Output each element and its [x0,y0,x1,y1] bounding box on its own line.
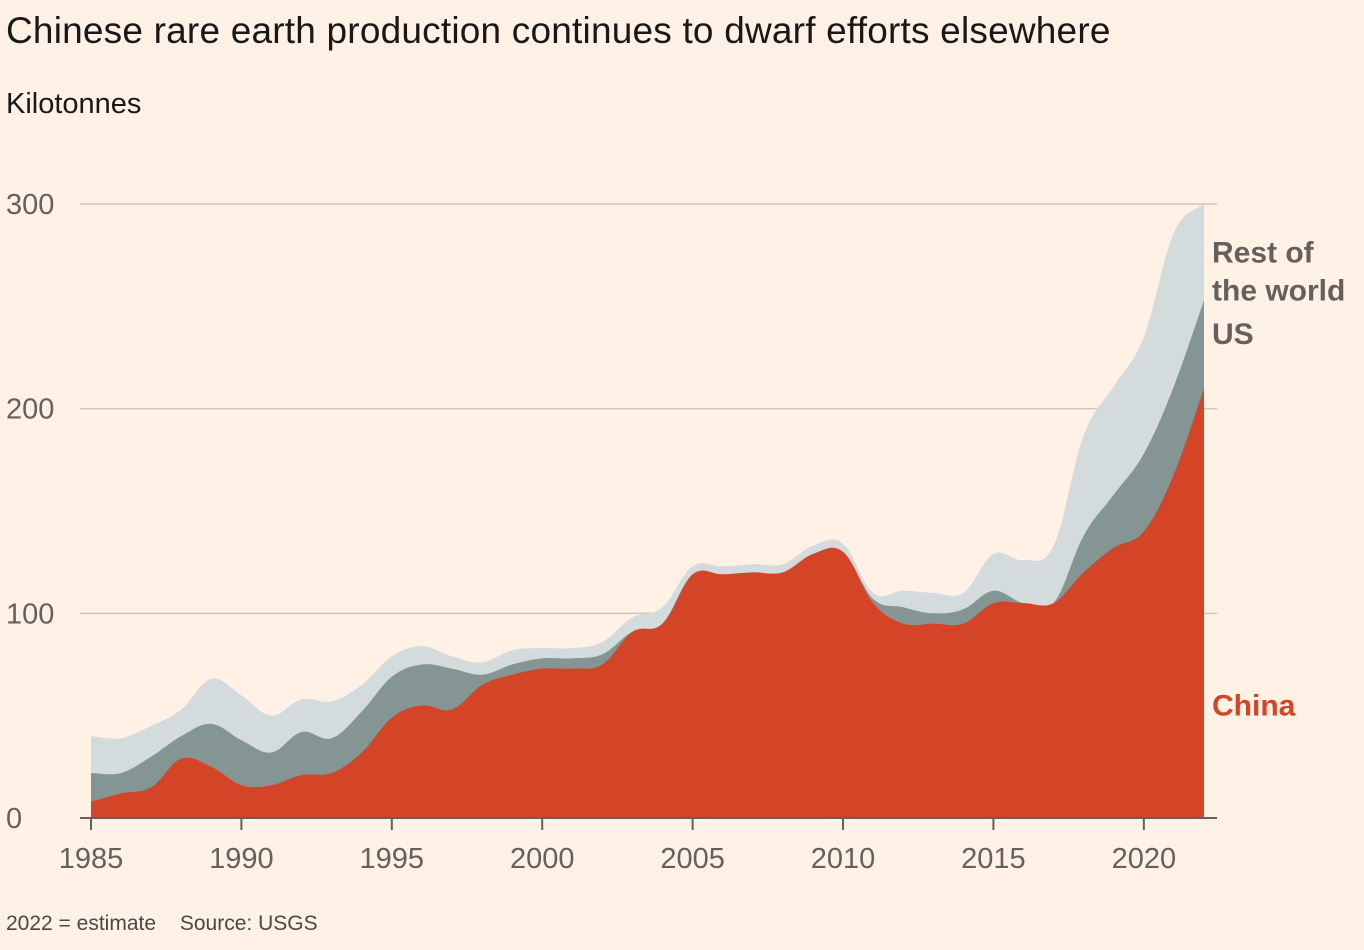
x-tick-label-2020: 2020 [1112,843,1177,875]
x-tick-label-1990: 1990 [209,843,274,875]
footer-source: Source: USGS [179,912,318,935]
y-tick-label-300: 300 [6,189,54,221]
chart-title: Chinese rare earth production continues … [6,10,1111,51]
series-label-rest-line-1: Rest of [1212,237,1315,270]
series-label-china: China [1212,689,1296,722]
y-tick-label-100: 100 [6,598,54,630]
x-tick-label-1995: 1995 [360,843,425,875]
axes: 0 100 200 300 1985 1990 1995 2000 2005 2010 2015 20… [6,189,1217,875]
gridlines [80,203,1217,615]
series-label-us: US [1212,318,1254,351]
y-tick-label-200: 200 [6,394,54,426]
area-china [91,388,1204,818]
x-tick-label-2005: 2005 [660,843,725,875]
y-tick-label-0: 0 [6,803,22,835]
chart-footer: 2022 = estimate Source: USGS [6,912,318,936]
areas [91,204,1204,818]
footer-note: 2022 = estimate [6,912,157,935]
series-labels: China US Rest of the world [1212,237,1345,723]
chart-subtitle: Kilotonnes [6,88,142,120]
x-tick-label-2015: 2015 [961,843,1026,875]
x-tick-label-2010: 2010 [811,843,876,875]
x-tick-label-1985: 1985 [59,843,124,875]
x-tick-label-2000: 2000 [510,843,575,875]
series-label-rest-line-2: the world [1212,275,1345,308]
